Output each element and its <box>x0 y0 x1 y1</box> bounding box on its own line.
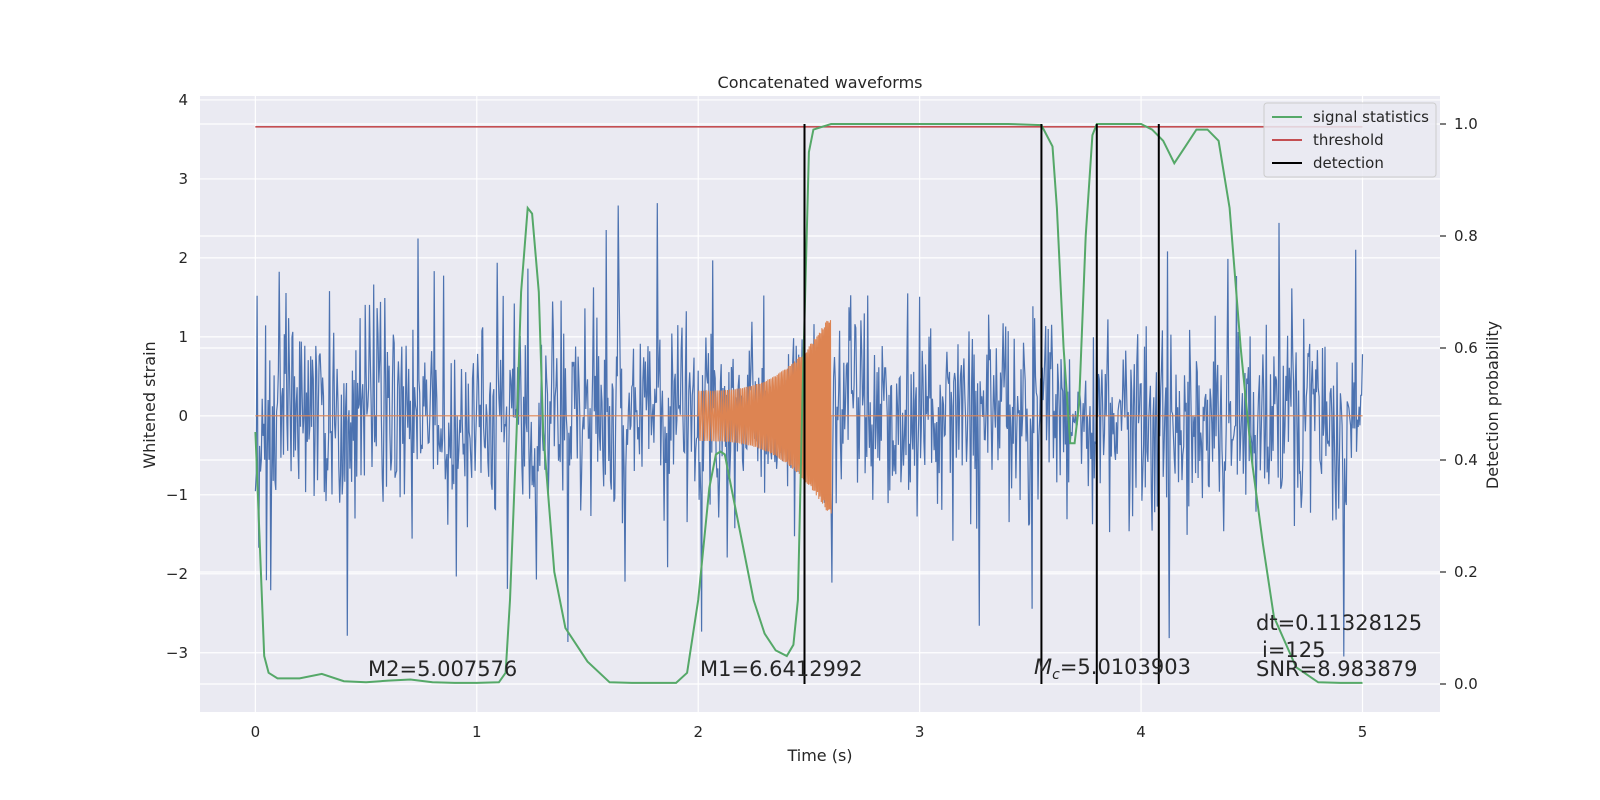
y-axis-label: Whitened strain <box>140 341 159 468</box>
annotation-mc-symbol: M <box>1034 655 1052 679</box>
annotation-snr: SNR=8.983879 <box>1256 657 1417 681</box>
annotation-m1: M1=6.6412992 <box>700 657 863 681</box>
y2-axis-label: Detection probability <box>1483 321 1502 489</box>
x-tick-label: 3 <box>915 723 925 741</box>
y-tick-label: 2 <box>178 249 188 267</box>
annotation-mc-subscript: c <box>1052 667 1060 683</box>
y2-tick-label: 0.2 <box>1454 563 1478 581</box>
annotation-dt: dt=0.11328125 <box>1256 611 1422 635</box>
x-tick-label: 1 <box>472 723 482 741</box>
x-axis-label: Time (s) <box>786 746 852 765</box>
y2-axis-ticks: 1.0 0.8 0.6 0.4 0.2 0.0 <box>1440 115 1478 693</box>
y2-tick-label: 0.4 <box>1454 451 1478 469</box>
y-tick-label: −1 <box>166 486 188 504</box>
y-tick-label: 0 <box>178 407 188 425</box>
y2-tick-label: 0.6 <box>1454 339 1478 357</box>
y2-tick-label: 1.0 <box>1454 115 1478 133</box>
legend-label-signal-statistics: signal statistics <box>1313 108 1429 126</box>
y2-tick-label: 0.8 <box>1454 227 1478 245</box>
x-tick-label: 4 <box>1136 723 1146 741</box>
legend: signal statistics threshold detection <box>1263 102 1437 178</box>
y2-tick-label: 0.0 <box>1454 675 1478 693</box>
y-tick-label: 4 <box>178 91 188 109</box>
x-tick-label: 5 <box>1358 723 1368 741</box>
legend-label-threshold: threshold <box>1313 131 1384 149</box>
annotation-i: i=125 <box>1262 638 1326 662</box>
x-tick-label: 0 <box>251 723 261 741</box>
signal-statistics-line <box>254 123 1363 684</box>
legend-box <box>1263 102 1437 178</box>
annotation-mc-value: =5.0103903 <box>1060 655 1191 679</box>
legend-label-detection: detection <box>1313 154 1384 172</box>
x-axis-ticks: 0 1 2 3 4 5 <box>251 723 1368 741</box>
template-series-line <box>255 320 1363 514</box>
y-tick-label: 3 <box>178 170 188 188</box>
x-tick-label: 2 <box>693 723 703 741</box>
detection-lines <box>803 124 1160 684</box>
y-tick-label: 1 <box>178 328 188 346</box>
y-tick-label: −2 <box>166 565 188 583</box>
annotation-m2: M2=5.007576 <box>368 657 517 681</box>
y-tick-label: −3 <box>166 644 188 662</box>
chart-title: Concatenated waveforms <box>718 73 923 92</box>
annotation-mc: Mc=5.0103903 <box>1034 655 1191 683</box>
y-axis-ticks: 4 3 2 1 0 −1 −2 −3 <box>166 91 188 662</box>
